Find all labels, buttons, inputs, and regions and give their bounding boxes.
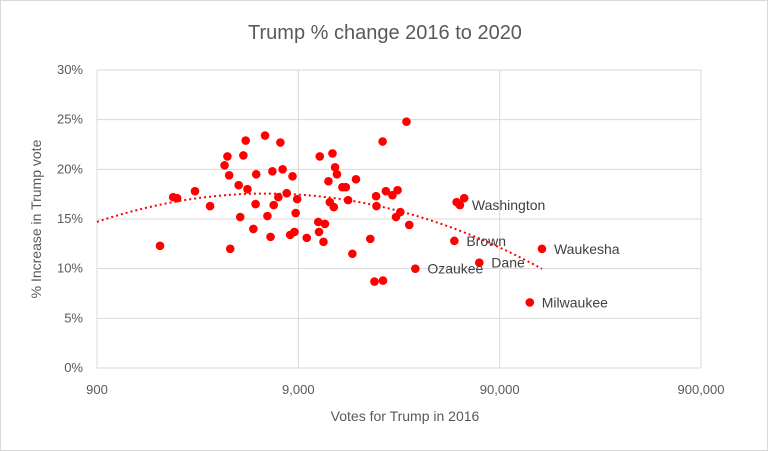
- data-point: [452, 197, 461, 207]
- point-label: Milwaukee: [542, 294, 608, 310]
- x-axis-title: Votes for Trump in 2016: [331, 408, 480, 424]
- data-point: [292, 194, 302, 204]
- y-tick-label: 25%: [57, 112, 83, 127]
- data-point: [351, 174, 361, 184]
- x-axis-ticks: 900 9,000 90,000 900,000: [86, 382, 724, 397]
- data-point: [459, 193, 469, 203]
- x-tick-label: 9,000: [282, 382, 315, 397]
- y-tick-label: 0%: [64, 360, 83, 375]
- y-tick-label: 30%: [57, 62, 83, 77]
- trendline: [96, 192, 543, 270]
- data-point: [343, 195, 353, 205]
- y-tick-label: 20%: [57, 161, 83, 176]
- data-point: [537, 244, 547, 254]
- data-point: [525, 298, 535, 307]
- data-point: [172, 193, 182, 203]
- data-point: [393, 185, 402, 195]
- data-point: [404, 220, 414, 230]
- point-label: Waukesha: [554, 241, 620, 257]
- data-point: [243, 184, 252, 194]
- point-label: Dane: [491, 255, 525, 271]
- point-label: Ozaukee: [427, 261, 483, 277]
- data-point: [249, 224, 258, 234]
- data-point: [381, 186, 391, 196]
- y-axis-title: % Increase in Trump vote: [28, 139, 44, 298]
- data-point: [190, 186, 200, 196]
- x-tick-label: 90,000: [480, 382, 520, 397]
- data-point: [341, 182, 351, 192]
- data-point: [276, 138, 285, 147]
- data-point: [320, 219, 330, 229]
- data-point: [260, 131, 270, 140]
- data-point: [314, 227, 324, 237]
- data-point: [378, 137, 387, 146]
- data-point: [396, 207, 405, 217]
- data-point: [328, 149, 337, 158]
- data-point: [282, 188, 292, 198]
- data-point: [450, 236, 459, 246]
- data-point: [241, 136, 251, 145]
- data-point: [225, 244, 235, 254]
- data-point: [220, 161, 229, 170]
- data-point: [268, 167, 277, 176]
- y-tick-label: 15%: [57, 211, 83, 226]
- point-annotations: Washington Brown Ozaukee Dane Waukesha Milwau…: [427, 197, 619, 310]
- data-point: [411, 264, 420, 273]
- data-point: [319, 237, 328, 247]
- data-point: [223, 152, 232, 161]
- data-point: [332, 170, 342, 179]
- data-point: [372, 201, 381, 211]
- data-point: [315, 152, 325, 161]
- data-point: [370, 277, 379, 286]
- data-point: [251, 199, 260, 209]
- x-tick-label: 900,000: [678, 382, 725, 397]
- data-point: [330, 163, 340, 172]
- data-point: [234, 180, 243, 190]
- data-point: [291, 208, 300, 218]
- data-point: [263, 211, 272, 221]
- y-tick-label: 5%: [64, 310, 83, 325]
- data-point: [366, 234, 375, 244]
- data-point: [274, 192, 283, 202]
- y-axis-ticks: 0% 5% 10% 15% 20% 25% 30%: [57, 62, 83, 375]
- data-point: [235, 212, 245, 222]
- data-point: [302, 233, 312, 243]
- data-point: [266, 232, 275, 242]
- data-point: [371, 191, 381, 201]
- gridlines: [96, 69, 702, 369]
- trendline-path: [96, 192, 543, 270]
- data-point: [269, 200, 278, 210]
- data-point: [290, 227, 299, 237]
- data-point: [278, 165, 287, 174]
- data-point: [155, 241, 165, 251]
- data-point: [348, 249, 357, 259]
- data-point: [251, 170, 261, 179]
- data-point: [329, 202, 339, 212]
- data-point: [224, 170, 234, 180]
- data-point: [288, 171, 297, 181]
- chart-title: Trump % change 2016 to 2020: [248, 22, 522, 44]
- y-tick-label: 10%: [57, 261, 83, 276]
- x-tick-label: 900: [86, 382, 108, 397]
- data-point: [402, 117, 411, 126]
- data-point: [475, 258, 484, 268]
- data-point: [324, 176, 333, 186]
- data-point: [378, 276, 388, 285]
- point-label: Brown: [466, 233, 506, 249]
- data-points: [155, 117, 547, 307]
- point-label: Washington: [472, 197, 545, 213]
- data-point: [239, 151, 248, 160]
- data-point: [313, 217, 323, 227]
- data-point: [205, 201, 215, 211]
